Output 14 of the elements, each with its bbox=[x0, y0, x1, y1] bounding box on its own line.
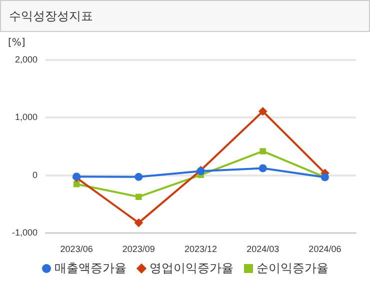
y-tick-label: 2,000 bbox=[14, 54, 38, 64]
y-axis-title: [%] bbox=[8, 38, 26, 49]
x-tick-label: 2023/12 bbox=[184, 244, 218, 254]
y-tick-label: -1,000 bbox=[12, 228, 38, 238]
y-tick-label: 1,000 bbox=[14, 112, 38, 122]
x-tick-label: 2024/03 bbox=[246, 244, 280, 254]
chart-title: 수익성장성지표 bbox=[9, 8, 93, 25]
x-tick-label: 2024/06 bbox=[308, 244, 342, 254]
x-tick-label: 2023/06 bbox=[60, 244, 93, 254]
x-tick-label: 2023/09 bbox=[122, 244, 155, 254]
legend-label: 영업이익증가율 bbox=[150, 260, 234, 277]
legend-label: 매출액증가율 bbox=[54, 260, 126, 277]
legend-label: 순이익증가율 bbox=[256, 260, 328, 277]
y-tick-label: 0 bbox=[32, 170, 38, 180]
